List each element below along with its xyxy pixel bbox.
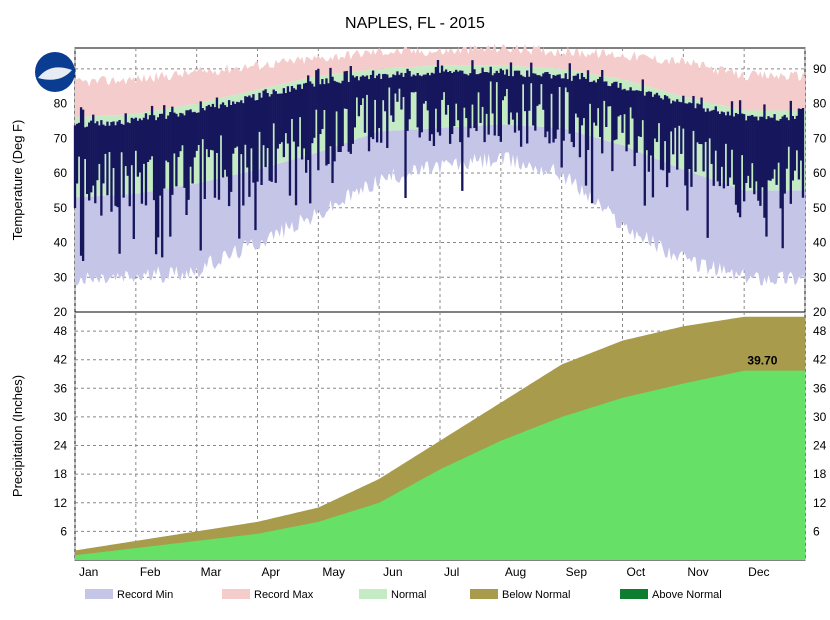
- svg-text:12: 12: [54, 496, 68, 510]
- chart-svg: 20203030404050506060707080809090Temperat…: [0, 0, 830, 620]
- legend-label: Below Normal: [502, 589, 570, 601]
- svg-text:50: 50: [813, 201, 827, 215]
- svg-text:80: 80: [54, 97, 68, 111]
- precip-annotation: 39.70: [747, 353, 777, 367]
- svg-text:30: 30: [54, 270, 68, 284]
- svg-text:70: 70: [54, 131, 68, 145]
- month-label: Apr: [262, 565, 281, 579]
- legend-swatch: [359, 589, 387, 599]
- svg-text:20: 20: [54, 305, 68, 319]
- temperature-panel: 20203030404050506060707080809090Temperat…: [10, 44, 827, 319]
- svg-text:40: 40: [54, 236, 68, 250]
- legend-swatch: [222, 589, 250, 599]
- month-label: Nov: [687, 565, 708, 579]
- svg-text:12: 12: [813, 496, 827, 510]
- svg-text:48: 48: [813, 324, 827, 338]
- svg-text:50: 50: [54, 201, 68, 215]
- svg-text:18: 18: [54, 467, 68, 481]
- svg-text:60: 60: [813, 166, 827, 180]
- svg-text:24: 24: [813, 439, 827, 453]
- svg-text:48: 48: [54, 324, 68, 338]
- svg-text:42: 42: [813, 353, 827, 367]
- temp-ylabel: Temperature (Deg F): [10, 120, 25, 241]
- climate-chart: 20203030404050506060707080809090Temperat…: [0, 0, 830, 620]
- svg-text:20: 20: [813, 305, 827, 319]
- month-label: Mar: [201, 565, 222, 579]
- month-label: Oct: [627, 565, 646, 579]
- svg-text:80: 80: [813, 97, 827, 111]
- legend-label: Record Min: [117, 589, 173, 601]
- month-label: Jul: [444, 565, 459, 579]
- svg-text:36: 36: [813, 381, 827, 395]
- month-label: Dec: [748, 565, 769, 579]
- svg-text:30: 30: [813, 410, 827, 424]
- month-label: Jun: [383, 565, 402, 579]
- precip-ylabel: Precipitation (Inches): [10, 375, 25, 497]
- month-label: Aug: [505, 565, 526, 579]
- legend-label: Record Max: [254, 589, 314, 601]
- svg-text:30: 30: [54, 410, 68, 424]
- month-label: Jan: [79, 565, 98, 579]
- svg-text:90: 90: [813, 62, 827, 76]
- legend-label: Normal: [391, 589, 426, 601]
- svg-text:18: 18: [813, 467, 827, 481]
- legend-label: Above Normal: [652, 589, 722, 601]
- legend-swatch: [470, 589, 498, 599]
- month-label: Sep: [566, 565, 588, 579]
- legend-swatch: [85, 589, 113, 599]
- chart-title: NAPLES, FL - 2015: [345, 15, 485, 32]
- svg-text:6: 6: [60, 524, 67, 538]
- svg-text:40: 40: [813, 236, 827, 250]
- legend-swatch: [620, 589, 648, 599]
- svg-text:24: 24: [54, 439, 68, 453]
- svg-text:36: 36: [54, 381, 68, 395]
- month-label: Feb: [140, 565, 161, 579]
- svg-text:30: 30: [813, 270, 827, 284]
- precipitation-panel: 6 6 12 12 18 18 24 24 30 30 36 36 42 42 48 48 39.70 Preci…: [10, 312, 827, 560]
- svg-text:70: 70: [813, 131, 827, 145]
- svg-text:60: 60: [54, 166, 68, 180]
- month-label: May: [322, 565, 345, 579]
- noaa-logo: [35, 52, 75, 92]
- svg-text:42: 42: [54, 353, 68, 367]
- svg-text:6: 6: [813, 524, 820, 538]
